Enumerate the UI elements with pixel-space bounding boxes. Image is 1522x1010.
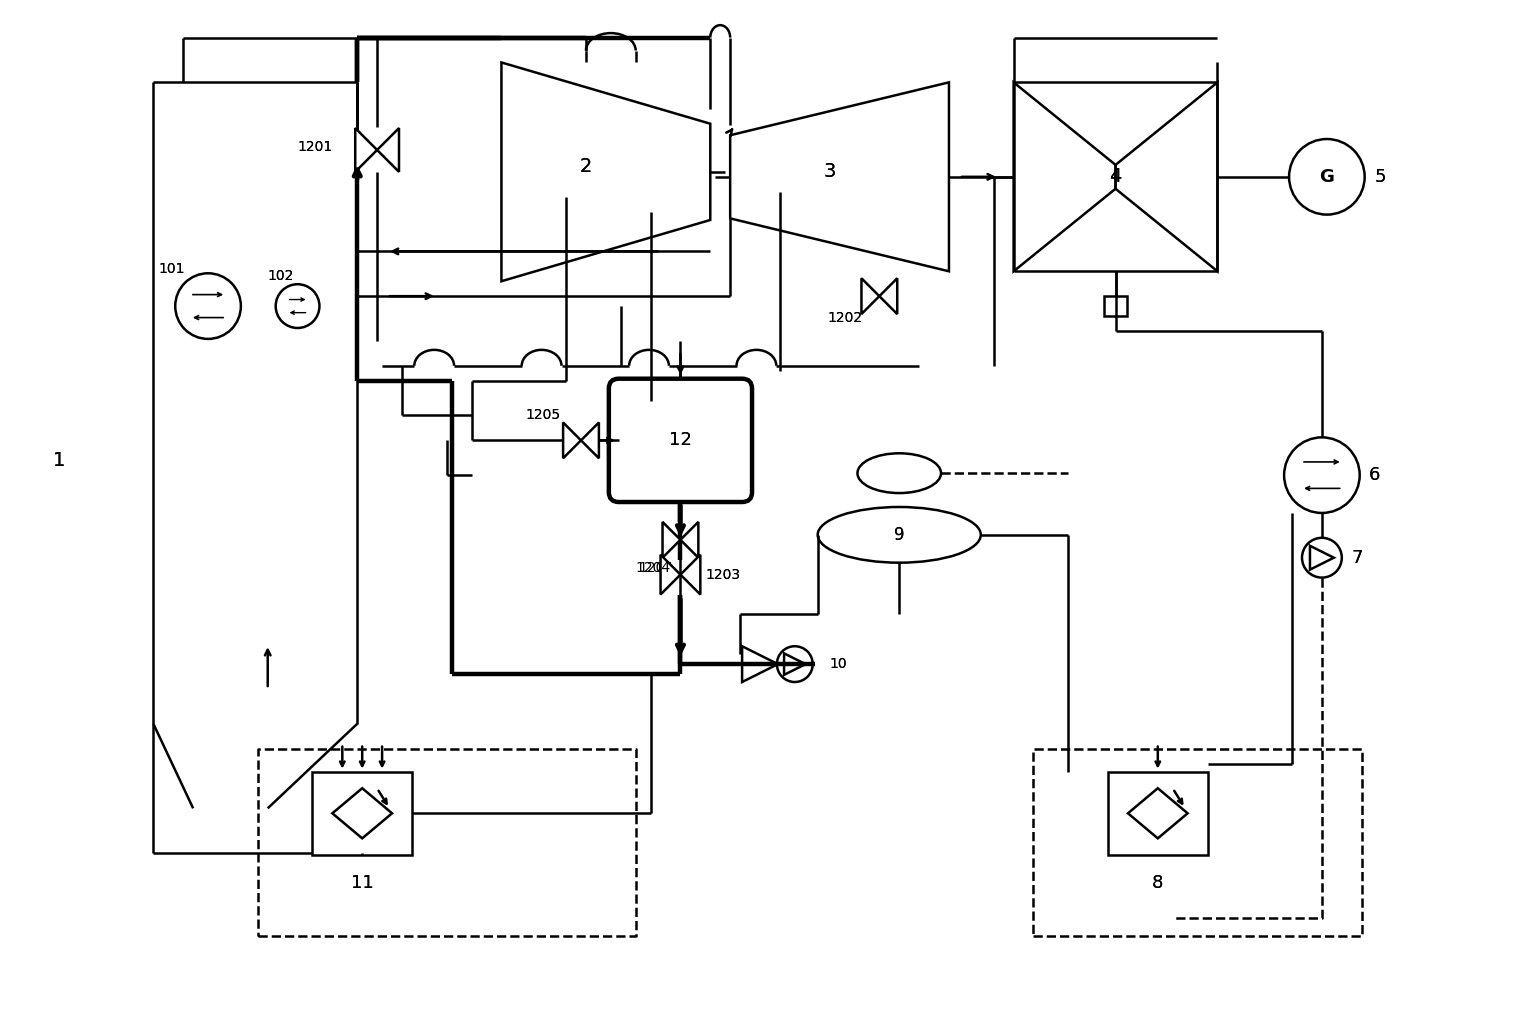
Text: 1201: 1201 [297,140,332,154]
Text: 10: 10 [829,658,848,671]
Polygon shape [662,522,680,558]
Text: G: G [1320,168,1335,186]
Polygon shape [581,422,598,459]
Text: 8: 8 [1152,874,1163,892]
Polygon shape [355,128,377,172]
Polygon shape [880,278,898,314]
Text: 7: 7 [1352,548,1364,567]
Text: 6: 6 [1368,467,1380,484]
Text: 1203: 1203 [705,568,740,582]
Text: 1203: 1203 [705,568,740,582]
Text: 1204: 1204 [635,561,670,575]
Text: 10: 10 [829,658,848,671]
Text: 12: 12 [670,431,693,449]
Text: 1: 1 [53,450,65,470]
Text: 101: 101 [158,263,184,277]
Text: 5: 5 [1374,168,1387,186]
Polygon shape [563,422,581,459]
Polygon shape [861,278,880,314]
Text: 6: 6 [1368,467,1380,484]
Polygon shape [680,522,699,558]
Polygon shape [680,554,700,595]
Text: 2: 2 [580,158,592,177]
Bar [1108,772,1207,855]
Text: 9: 9 [893,526,904,543]
Text: 1202: 1202 [826,311,861,325]
Text: 8: 8 [1152,874,1163,892]
Polygon shape [661,554,680,595]
Text: 101: 101 [158,263,184,277]
Text: 102: 102 [268,270,294,283]
Text: 3: 3 [823,163,836,182]
Text: 102: 102 [268,270,294,283]
Text: 1201: 1201 [297,140,332,154]
Text: 1205: 1205 [525,408,560,422]
Polygon shape [377,128,399,172]
Text: 12: 12 [670,431,693,449]
Text: 4: 4 [1110,168,1122,186]
Bar [1103,296,1128,316]
Text: 1205: 1205 [525,408,560,422]
Text: 11: 11 [352,874,373,892]
Text: 1202: 1202 [826,311,861,325]
Text: 2: 2 [580,158,592,177]
Text: 5: 5 [1374,168,1387,186]
Text: 7: 7 [1352,548,1364,567]
Text: 11: 11 [352,874,373,892]
Text: 4: 4 [1110,168,1122,186]
Text: 1204: 1204 [638,561,673,575]
Text: 3: 3 [823,163,836,182]
Bar [312,772,412,855]
Text: 9: 9 [893,526,904,543]
Text: 1: 1 [53,450,65,470]
